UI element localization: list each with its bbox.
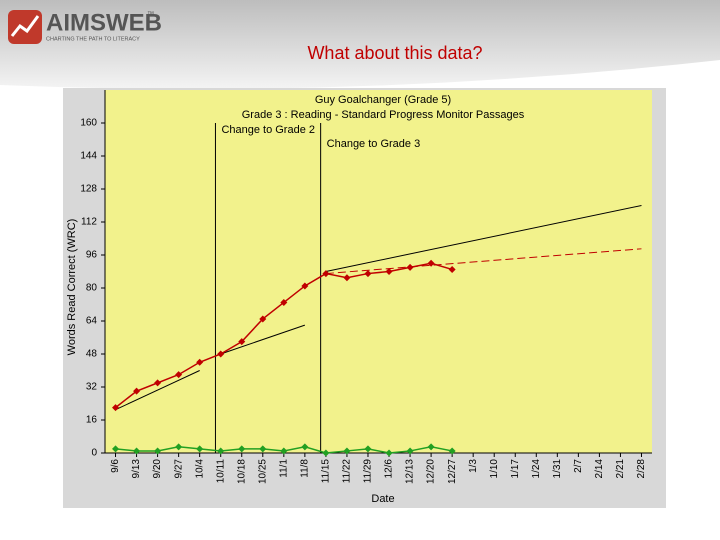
chart-subtitle: Grade 3 : Reading - Standard Progress Mo…	[242, 109, 525, 121]
y-tick-label: 32	[86, 382, 98, 393]
data-point	[259, 445, 267, 453]
data-point	[385, 268, 393, 275]
y-tick-label: 160	[80, 118, 97, 129]
data-point	[112, 445, 120, 453]
annotation: Change to Grade 2	[221, 124, 315, 136]
y-tick-label: 64	[86, 316, 98, 327]
data-point	[196, 445, 204, 453]
x-tick-label: 11/8	[300, 459, 311, 478]
y-tick-label: 112	[81, 217, 97, 228]
data-point	[301, 282, 309, 290]
x-tick-label: 2/21	[615, 459, 626, 479]
x-tick-label: 1/31	[552, 459, 563, 479]
x-tick-label: 1/17	[510, 459, 521, 479]
x-tick-label: 9/6	[110, 459, 121, 473]
y-tick-label: 144	[80, 151, 97, 162]
data-point	[427, 443, 435, 451]
y-tick-label: 128	[80, 184, 97, 195]
data-point	[385, 449, 393, 457]
x-axis-label: Date	[371, 493, 394, 505]
data-point	[175, 371, 183, 379]
y-tick-label: 0	[91, 448, 97, 459]
x-tick-label: 11/29	[363, 459, 374, 484]
logo-icon	[8, 10, 42, 44]
data-point	[322, 270, 330, 278]
slide-title: What about this data?	[307, 43, 482, 63]
data-point	[154, 379, 162, 387]
trend-line	[325, 248, 642, 275]
y-tick-label: 48	[86, 349, 98, 360]
y-tick-label: 96	[86, 250, 98, 261]
data-point	[217, 447, 225, 455]
x-tick-label: 11/1	[278, 459, 289, 478]
data-point	[112, 404, 120, 412]
trend-line	[115, 370, 200, 411]
x-tick-label: 11/22	[342, 459, 353, 484]
data-point	[154, 447, 162, 455]
header-band	[0, 0, 720, 90]
data-point	[322, 449, 330, 457]
data-point	[364, 270, 372, 278]
y-axis-label: Words Read Correct (WRC)	[66, 219, 78, 356]
annotation: Change to Grade 3	[327, 138, 421, 150]
logo: AIMSWEB	[46, 9, 162, 36]
x-tick-label: 2/7	[573, 459, 584, 473]
x-tick-label: 12/6	[384, 459, 395, 479]
data-point	[343, 447, 351, 455]
data-point	[301, 443, 309, 451]
data-point	[427, 259, 435, 267]
trend-line	[220, 324, 306, 355]
x-tick-label: 12/13	[405, 459, 416, 484]
data-point	[280, 447, 288, 455]
y-tick-label: 80	[86, 283, 98, 294]
data-point	[175, 443, 183, 451]
tagline: CHARTING THE PATH TO LITERACY	[46, 36, 140, 42]
data-point	[196, 358, 204, 366]
x-tick-label: 12/20	[426, 459, 437, 484]
trend-line	[325, 205, 642, 272]
x-tick-label: 2/14	[594, 459, 605, 479]
data-point	[343, 274, 351, 282]
data-point	[448, 265, 456, 273]
trademark: ™	[147, 11, 154, 18]
x-tick-label: 10/25	[257, 459, 268, 484]
x-tick-label: 2/28	[636, 459, 647, 479]
data-point	[280, 298, 288, 306]
x-tick-label: 9/20	[152, 459, 163, 479]
x-tick-label: 9/27	[173, 459, 184, 479]
data-point	[238, 338, 246, 346]
x-tick-label: 10/4	[194, 459, 205, 479]
data-point	[448, 447, 456, 455]
y-tick-label: 16	[86, 415, 98, 426]
x-tick-label: 1/10	[489, 459, 500, 479]
data-point	[133, 387, 141, 395]
x-tick-label: 10/18	[236, 459, 247, 484]
data-point	[238, 445, 246, 453]
data-point	[364, 445, 372, 453]
x-tick-label: 12/27	[447, 459, 458, 484]
x-tick-label: 1/24	[531, 459, 542, 479]
data-point	[217, 350, 225, 358]
data-point	[406, 263, 414, 271]
data-point	[259, 315, 267, 323]
x-tick-label: 10/11	[215, 459, 226, 484]
data-point	[133, 447, 141, 455]
x-tick-label: 11/15	[321, 459, 332, 484]
x-tick-label: 1/3	[468, 459, 479, 473]
chart-title: Guy Goalchanger (Grade 5)	[315, 94, 451, 106]
plot-area	[105, 90, 652, 453]
data-point	[406, 447, 414, 455]
x-tick-label: 9/13	[131, 459, 142, 479]
